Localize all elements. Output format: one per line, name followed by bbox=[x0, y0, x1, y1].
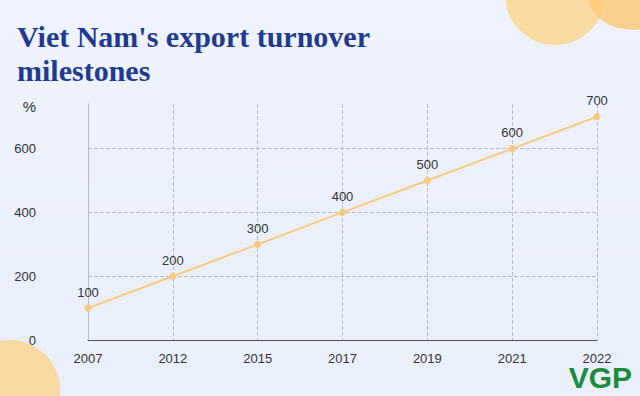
svg-text:200: 200 bbox=[162, 253, 184, 268]
svg-text:2021: 2021 bbox=[498, 351, 527, 366]
svg-text:100: 100 bbox=[77, 285, 99, 300]
svg-text:600: 600 bbox=[501, 125, 523, 140]
svg-text:500: 500 bbox=[416, 157, 438, 172]
svg-text:2017: 2017 bbox=[328, 351, 357, 366]
svg-text:400: 400 bbox=[14, 205, 36, 220]
svg-text:400: 400 bbox=[332, 189, 354, 204]
svg-text:0: 0 bbox=[29, 333, 36, 348]
svg-text:600: 600 bbox=[14, 141, 36, 156]
svg-text:2007: 2007 bbox=[74, 351, 103, 366]
svg-text:700: 700 bbox=[586, 93, 608, 108]
svg-text:2012: 2012 bbox=[158, 351, 187, 366]
svg-text:Viet Nam's export turnover: Viet Nam's export turnover bbox=[17, 20, 377, 53]
svg-text:2015: 2015 bbox=[243, 351, 272, 366]
svg-text:VGP: VGP bbox=[568, 360, 632, 394]
svg-text:200: 200 bbox=[14, 269, 36, 284]
svg-text:2022: 2022 bbox=[583, 351, 612, 366]
svg-text:%: % bbox=[23, 98, 36, 115]
svg-text:2019: 2019 bbox=[413, 351, 442, 366]
svg-text:milestones: milestones bbox=[17, 54, 150, 87]
svg-text:300: 300 bbox=[247, 221, 269, 236]
